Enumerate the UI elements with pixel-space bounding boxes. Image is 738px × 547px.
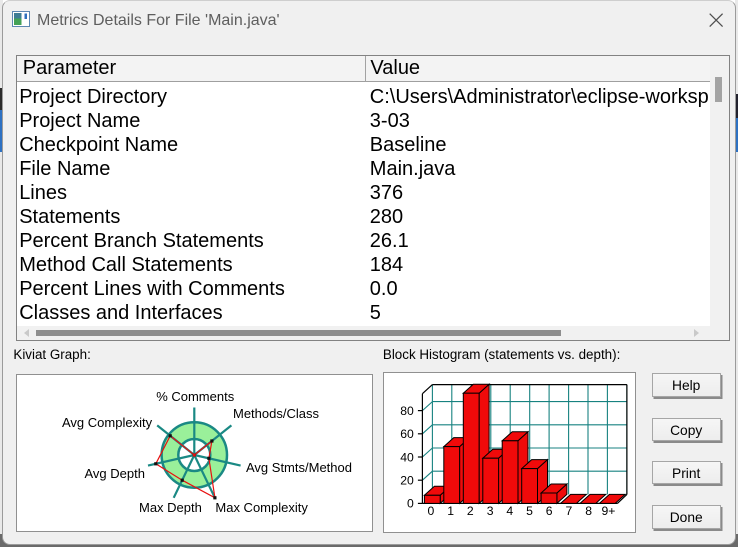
svg-text:6: 6 <box>546 504 553 518</box>
svg-text:60: 60 <box>400 427 414 441</box>
svg-text:40: 40 <box>400 450 414 464</box>
svg-text:1: 1 <box>447 504 454 518</box>
svg-text:0: 0 <box>428 504 435 518</box>
svg-text:20: 20 <box>400 474 414 488</box>
svg-text:4: 4 <box>506 504 513 518</box>
svg-text:8: 8 <box>585 504 592 518</box>
svg-text:3: 3 <box>487 504 494 518</box>
svg-text:7: 7 <box>566 504 573 518</box>
svg-text:2: 2 <box>467 504 474 518</box>
svg-text:5: 5 <box>526 504 533 518</box>
svg-text:80: 80 <box>400 404 414 418</box>
svg-text:0: 0 <box>407 497 414 511</box>
svg-text:9+: 9+ <box>601 504 615 518</box>
